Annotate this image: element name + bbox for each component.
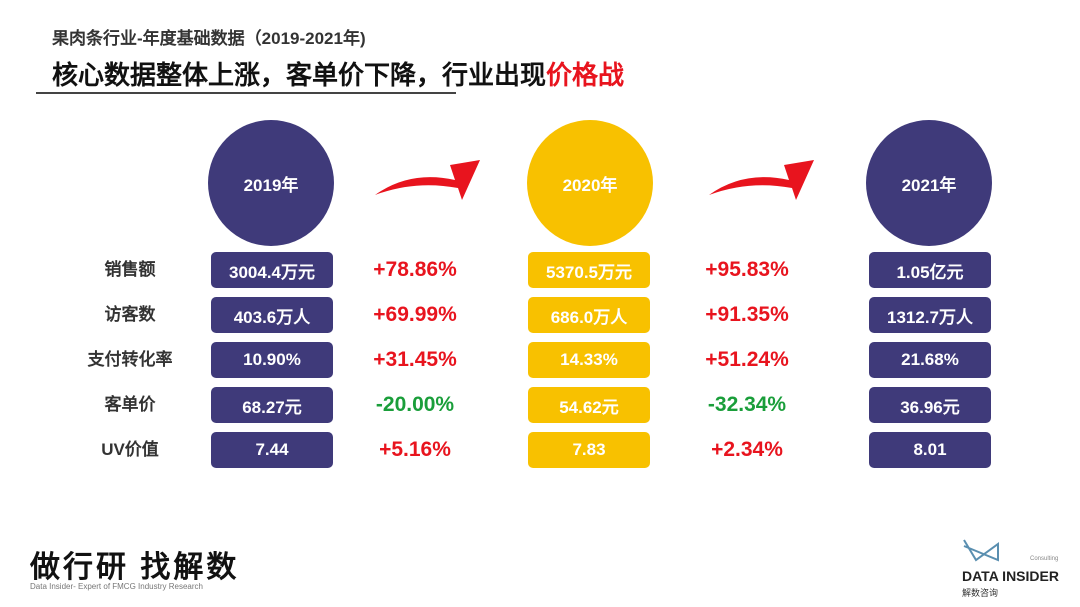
value-box: 1.05亿元 xyxy=(869,252,991,288)
change-percent: +2.34% xyxy=(711,438,783,461)
year-circle: 2019年 xyxy=(208,120,334,246)
change-percent: +51.24% xyxy=(705,348,789,371)
logo-icon xyxy=(963,539,999,562)
value-box: 403.6万人 xyxy=(211,297,333,333)
metric-label: 访客数 xyxy=(104,305,156,324)
title-main: 核心数据整体上涨，客单价下降，行业出现 xyxy=(52,60,547,90)
year-circle: 2020年 xyxy=(527,120,653,246)
growth-arrow-icon xyxy=(375,160,480,200)
metric-label: 销售额 xyxy=(104,260,156,279)
slogan-subtitle: Data Insider- Expert of FMCG Industry Re… xyxy=(30,582,203,591)
logo-consulting: Consulting xyxy=(1030,556,1059,562)
year-circle: 2021年 xyxy=(866,120,992,246)
value-box: 36.96元 xyxy=(869,387,991,423)
value-box: 14.33% xyxy=(528,342,650,378)
value-box: 686.0万人 xyxy=(528,297,650,333)
slogan: 做行研 找解数 xyxy=(30,551,240,584)
metric-label: UV价值 xyxy=(101,440,159,459)
value-box: 10.90% xyxy=(211,342,333,378)
change-percent: +5.16% xyxy=(379,438,451,461)
value-box: 3004.4万元 xyxy=(211,252,333,288)
metric-label: 客单价 xyxy=(104,395,156,414)
change-percent: +31.45% xyxy=(373,348,457,371)
title-underline xyxy=(36,92,456,94)
change-percent: +91.35% xyxy=(705,303,789,326)
change-percent: +69.99% xyxy=(373,303,457,326)
change-percent: -32.34% xyxy=(707,393,787,416)
value-box: 1312.7万人 xyxy=(869,297,991,333)
change-percent: +95.83% xyxy=(705,258,789,281)
value-box: 54.62元 xyxy=(528,387,650,423)
metric-label: 支付转化率 xyxy=(87,350,173,369)
logo-text: DATA INSIDER xyxy=(962,568,1059,584)
value-box: 21.68% xyxy=(869,342,991,378)
value-box: 7.44 xyxy=(211,432,333,468)
change-percent: -20.00% xyxy=(375,393,455,416)
value-box: 8.01 xyxy=(869,432,991,468)
value-box: 5370.5万元 xyxy=(528,252,650,288)
page-title: 核心数据整体上涨，客单价下降，行业出现价格战 xyxy=(52,55,624,92)
logo-cn: 解数咨询 xyxy=(962,588,999,598)
change-percent: +78.86% xyxy=(373,258,457,281)
growth-arrow-icon xyxy=(709,160,814,200)
value-box: 7.83 xyxy=(528,432,650,468)
title-highlight: 价格战 xyxy=(546,60,625,90)
subtitle: 果肉条行业-年度基础数据（2019-2021年) xyxy=(52,29,366,48)
value-box: 68.27元 xyxy=(211,387,333,423)
